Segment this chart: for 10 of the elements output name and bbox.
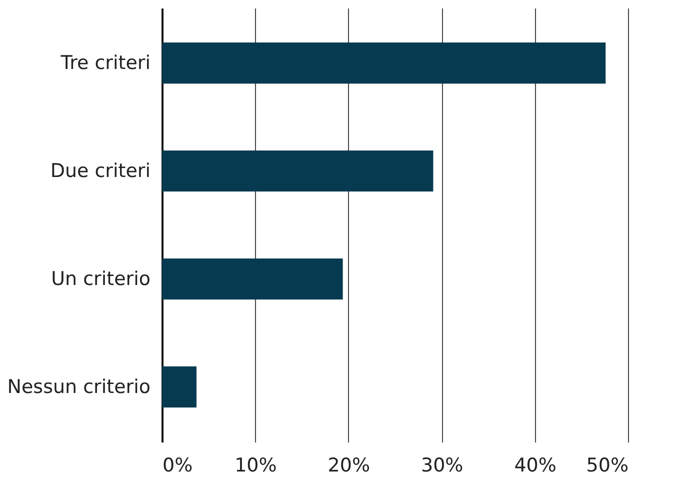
y-tick-label: Nessun criterio xyxy=(7,376,150,398)
y-tick-label: Un criterio xyxy=(51,268,150,290)
x-tick-label: 30% xyxy=(420,454,464,476)
x-tick-label: 50% xyxy=(586,454,628,476)
x-tick-label: 0% xyxy=(162,454,193,476)
y-tick-label: Tre criteri xyxy=(60,52,150,74)
x-tick-label: 20% xyxy=(328,454,370,476)
x-tick-label: 10% xyxy=(234,454,277,476)
x-tick-label: 40% xyxy=(514,454,556,476)
y-tick-label: Due criteri xyxy=(50,160,150,182)
